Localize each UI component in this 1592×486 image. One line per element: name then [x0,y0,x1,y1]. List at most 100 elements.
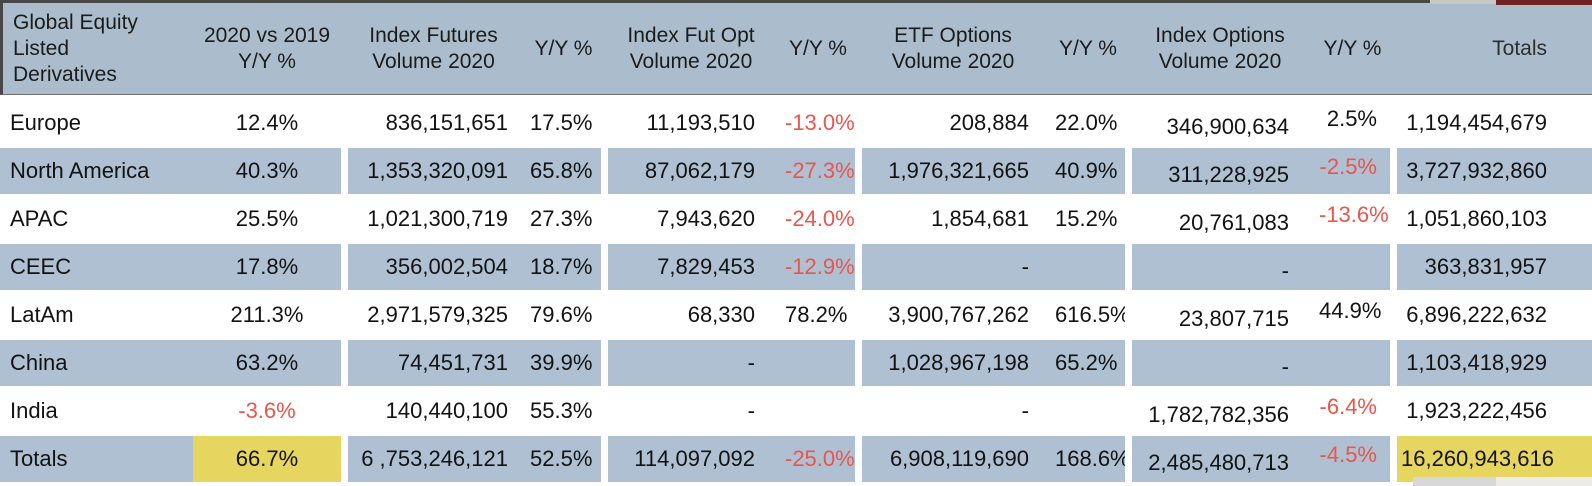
cell-idxopt_yy: -6.4% [1315,388,1390,436]
row-north-america: North America 40.3% 1,353,320,091 65.8% 87,0… [0,148,1592,196]
cell-futopt_yy: -13.0% [781,100,855,148]
cell-fut_yy: 27.3% [526,196,601,244]
header-etf-options-volume: ETF Options Volume 2020 [855,0,1051,95]
cell-total: 6,896,222,632 [1390,292,1592,340]
row-china: China 63.2% 74,451,731 39.9% -1,028,967,198 6… [0,340,1592,388]
cell-yy: -3.6% [193,388,341,436]
cell-futopt_yy: -12.9% [781,244,855,292]
cell-fut_yy: 39.9% [526,340,601,388]
header-totals: Totals [1390,0,1592,95]
cell-futopt_yy [781,340,855,388]
cell-futopt_yy: -27.3% [781,148,855,196]
scrollbar-corner-fragment [1413,477,1496,486]
cell-fut_vol: 1,353,320,091 [341,148,526,196]
cell-etf_yy: 40.9% [1051,148,1125,196]
cell-futopt_yy: 78.2% [781,292,855,340]
cell-fut_vol: 2,971,579,325 [341,292,526,340]
cell-total: 1,194,454,679 [1390,100,1592,148]
header-index-options-yy: Y/Y % [1315,0,1390,95]
row-europe: Europe 12.4% 836,151,651 17.5% 11,193,510 -13… [0,100,1592,148]
cell-futopt_vol: 87,062,179 [601,148,781,196]
cell-etf_yy: 65.2% [1051,340,1125,388]
cell-etf_vol: 3,900,767,262 [855,292,1051,340]
cell-idxopt_vol: 2,485,480,713 [1125,436,1315,484]
cell-fut_vol: 140,440,100 [341,388,526,436]
cell-fut_vol: 356,002,504 [341,244,526,292]
cell-etf_yy: 168.6% [1051,436,1125,484]
cell-idxopt_vol: 23,807,715 [1125,292,1315,340]
scrollbar-corner-fragment-light [1496,477,1592,486]
cell-fut_yy: 18.7% [526,244,601,292]
cell-yy: 12.4% [193,100,341,148]
cell-total: 3,727,932,860 [1390,148,1592,196]
header-row: Global Equity Listed Derivatives 2020 vs… [0,0,1592,95]
table-header: Global Equity Listed Derivatives 2020 vs… [0,0,1592,95]
cell-etf_vol: 208,884 [855,100,1051,148]
header-index-futures-yy: Y/Y % [526,0,601,95]
cell-fut_yy: 65.8% [526,148,601,196]
cell-etf_vol: 1,028,967,198 [855,340,1051,388]
cell-total: 1,051,860,103 [1390,196,1592,244]
cell-futopt_vol: 7,829,453 [601,244,781,292]
cell-yy: 211.3% [193,292,341,340]
cell-etf_yy: 15.2% [1051,196,1125,244]
cell-etf_yy [1051,244,1125,292]
cell-idxopt_vol: 1,782,782,356 [1125,388,1315,436]
header-index-futures-volume: Index Futures Volume 2020 [341,0,526,95]
cell-etf_yy: 22.0% [1051,100,1125,148]
row-latam: LatAm 211.3% 2,971,579,325 79.6% 68,330 78.2%… [0,292,1592,340]
cell-idxopt_yy [1315,244,1390,292]
header-index-fut-opt-yy: Y/Y % [781,0,855,95]
cell-fut_vol: 74,451,731 [341,340,526,388]
cell-region: LatAm [0,292,193,340]
header-corner-title: Global Equity Listed Derivatives [0,0,193,95]
row-apac: APAC 25.5% 1,021,300,719 27.3% 7,943,620 -24.… [0,196,1592,244]
cell-idxopt_vol: - [1125,340,1315,388]
cell-idxopt_yy: -4.5% [1315,436,1390,484]
cell-futopt_yy: -25.0% [781,436,855,484]
cell-futopt_yy [781,388,855,436]
top-edge-artifact-maroon [1496,0,1592,5]
cell-etf_yy: 616.5% [1051,292,1125,340]
header-gap [0,95,1592,100]
cell-yy: 66.7% [193,436,341,484]
cell-fut_vol: 836,151,651 [341,100,526,148]
cell-total: 363,831,957 [1390,244,1592,292]
cell-idxopt_vol: 20,761,083 [1125,196,1315,244]
cell-region: Totals [0,436,193,484]
cell-region: APAC [0,196,193,244]
cell-idxopt_yy: -2.5% [1315,148,1390,196]
cell-futopt_vol: 7,943,620 [601,196,781,244]
cell-fut_yy: 17.5% [526,100,601,148]
cell-region: CEEC [0,244,193,292]
cell-etf_vol: 1,976,321,665 [855,148,1051,196]
cell-futopt_yy: -24.0% [781,196,855,244]
cell-region: India [0,388,193,436]
top-edge-artifact-gray [1430,0,1496,4]
cell-futopt_vol: 114,097,092 [601,436,781,484]
cell-total: 1,103,418,929 [1390,340,1592,388]
cell-idxopt_vol: 346,900,634 [1125,100,1315,148]
cell-idxopt_vol: - [1125,244,1315,292]
cell-futopt_vol: - [601,340,781,388]
cell-yy: 63.2% [193,340,341,388]
cell-region: China [0,340,193,388]
cell-futopt_vol: 11,193,510 [601,100,781,148]
cell-region: North America [0,148,193,196]
cell-region: Europe [0,100,193,148]
cell-yy: 17.8% [193,244,341,292]
cell-yy: 40.3% [193,148,341,196]
cell-etf_vol: 1,854,681 [855,196,1051,244]
cell-etf_vol: - [855,388,1051,436]
header-2020-vs-2019-yy: 2020 vs 2019 Y/Y % [193,0,341,95]
row-ceec: CEEC 17.8% 356,002,504 18.7% 7,829,453 -12.9%… [0,244,1592,292]
cell-etf_vol: - [855,244,1051,292]
cell-idxopt_vol: 311,228,925 [1125,148,1315,196]
cell-etf_vol: 6,908,119,690 [855,436,1051,484]
cell-fut_vol: 6 ,753,246,121 [341,436,526,484]
cell-futopt_vol: 68,330 [601,292,781,340]
table-body: Europe 12.4% 836,151,651 17.5% 11,193,510 -13… [0,95,1592,484]
header-index-fut-opt-volume: Index Fut Opt Volume 2020 [601,0,781,95]
cell-idxopt_yy: 2.5% [1315,100,1390,148]
cell-total: 1,923,222,456 [1390,388,1592,436]
